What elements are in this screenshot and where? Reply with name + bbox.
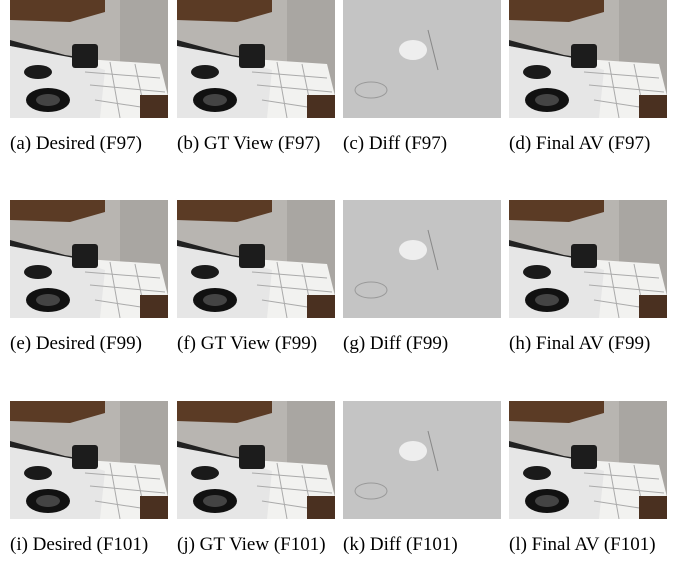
panel-caption: (f) GT View (F99) [177,333,335,355]
panel-image [509,200,667,318]
panel-caption: (l) Final AV (F101) [509,534,667,556]
panel-caption: (a) Desired (F97) [10,133,168,155]
panel-caption: (b) GT View (F97) [177,133,335,155]
panel-image [177,401,335,519]
panel-caption: (j) GT View (F101) [177,534,335,556]
panel-caption: (e) Desired (F99) [10,333,168,355]
panel-caption: (h) Final AV (F99) [509,333,667,355]
panel-image [10,0,168,118]
panel-image [177,0,335,118]
panel-image [343,0,501,118]
panel-caption: (k) Diff (F101) [343,534,501,556]
panel-caption: (i) Desired (F101) [10,534,168,556]
panel-image [509,0,667,118]
panel-caption: (g) Diff (F99) [343,333,501,355]
panel-caption: (c) Diff (F97) [343,133,501,155]
panel-image [343,401,501,519]
panel-caption: (d) Final AV (F97) [509,133,667,155]
panel-image [509,401,667,519]
figure: (a) Desired (F97) (b) GT View (F97) (c) Di… [0,0,699,586]
panel-image [10,401,168,519]
panel-image [343,200,501,318]
panel-image [177,200,335,318]
panel-image [10,200,168,318]
